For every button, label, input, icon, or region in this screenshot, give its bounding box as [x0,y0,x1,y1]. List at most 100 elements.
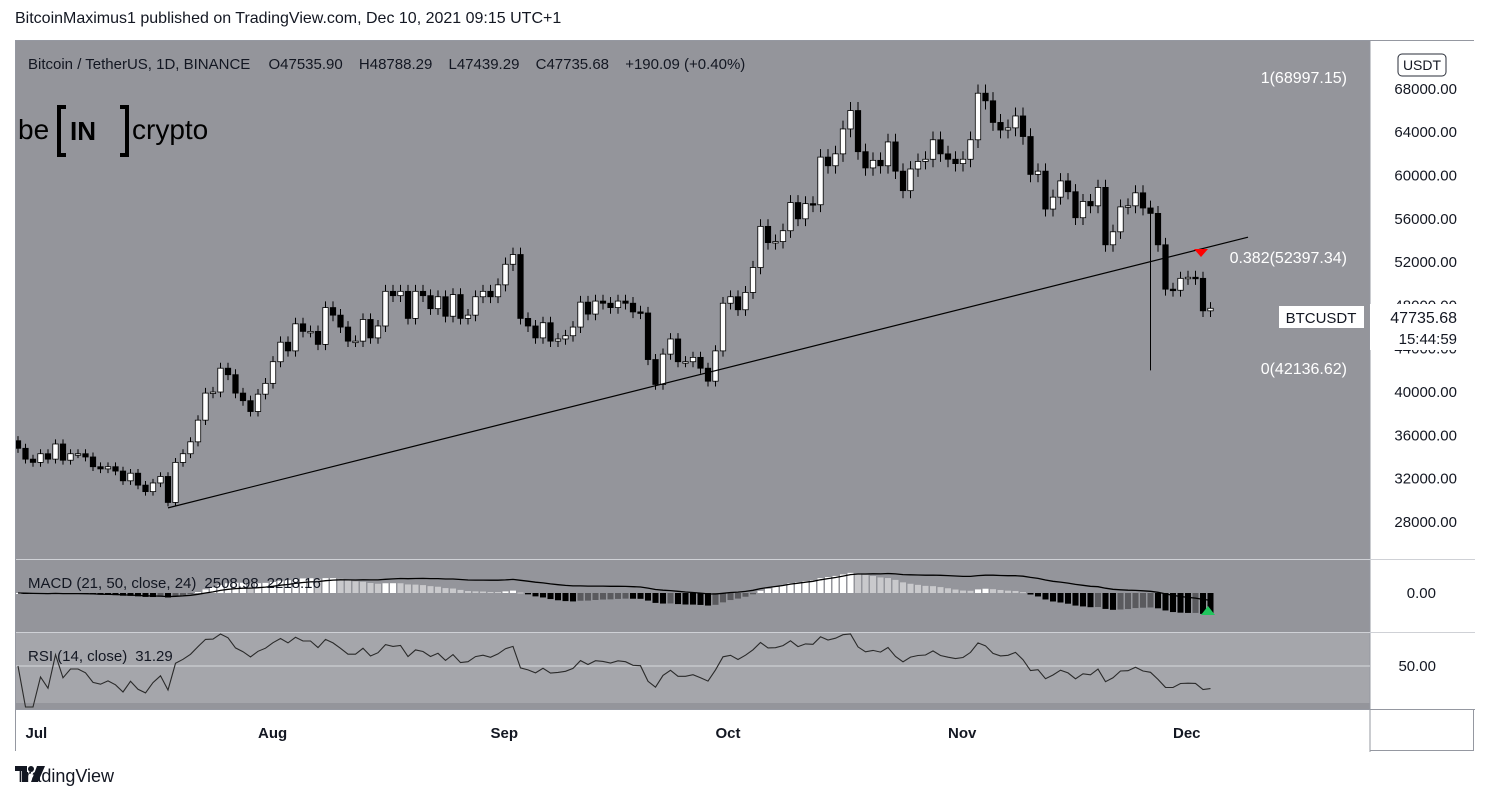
candle [502,257,509,292]
candle [412,284,419,325]
currency-badge[interactable] [1397,53,1447,77]
macd-histogram-bar [300,578,306,593]
candle [592,294,599,321]
macd-histogram-bar [1102,593,1109,609]
macd-line [17,572,1211,602]
candle [74,449,82,459]
macd-histogram-bar [1125,593,1131,610]
candle [194,415,202,447]
candle [142,481,149,496]
open-label: O [268,56,280,73]
macd-histogram-bar [757,590,764,593]
macd-histogram-bar [1072,593,1079,606]
candle [967,131,974,168]
candle [1079,193,1087,226]
macd-histogram-bar [765,588,771,593]
candle [202,387,209,426]
macd-histogram-bar [877,577,884,593]
candle [269,356,277,389]
macd-histogram-bar [517,592,524,594]
candle [29,454,37,467]
macd-histogram-bar [495,592,501,594]
candle [397,284,404,303]
macd-histogram-bar [352,581,359,593]
macd-histogram-bar [615,593,621,599]
macd-label: MACD (21, 50, close, 24) [28,575,196,592]
candle [1057,173,1064,205]
time-tick-label: Dec [1173,725,1201,742]
price-axis[interactable] [1370,41,1475,710]
candle [869,152,877,176]
macd-histogram-bar [1147,593,1154,608]
price-pane[interactable] [16,41,1370,559]
macd-histogram-bar [270,581,276,593]
chart-frame[interactable]: be IN crypto Bitcoin / TetherUS, 1D, BIN… [15,40,1475,752]
macd-histogram-bar [540,593,546,598]
macd-histogram-bar [480,591,486,593]
candle [1192,270,1199,285]
macd-histogram-bar [150,593,156,598]
candle [262,378,269,400]
beincrypto-logo: be IN crypto [18,105,208,157]
macd-histogram-bar [1117,593,1124,610]
candle [1177,271,1184,297]
macd-histogram-bar [217,584,224,593]
macd-histogram-bar [307,578,314,593]
bullish-marker-icon [1201,606,1215,615]
candle [997,114,1004,139]
candle [847,101,854,138]
candle [232,369,239,399]
macd-histogram-bar [532,593,539,597]
candle [239,387,247,406]
candle [427,289,434,315]
time-axis[interactable] [16,710,1370,752]
candle [854,101,862,160]
candle [434,290,442,315]
candle [299,317,307,338]
macd-histogram-bar [1200,593,1206,614]
macd-histogram-bar [960,590,966,593]
macd-histogram-bar [817,578,824,593]
candle [922,151,929,170]
macd-histogram-bar [982,588,989,593]
fib-level-label: 0.382(52397.34) [1230,250,1347,267]
candle [119,466,127,485]
macd-histogram-bar [142,593,149,597]
macd-histogram-bar [682,593,689,605]
macd-histogram-bar [1020,592,1026,594]
price-tick-label: 36000.00 [1394,427,1457,444]
macd-histogram-bar [382,583,389,593]
candle [277,336,284,368]
rsi-legend: RSI (14, close) 31.29 [28,648,173,665]
macd-histogram-bar [592,593,599,600]
candle [817,149,824,213]
macd-histogram-bar [585,593,591,601]
publisher-header: BitcoinMaximus1 published on TradingView… [15,10,562,27]
high-value: 48788.29 [370,56,433,73]
candle [67,449,74,465]
btcusdt-chart[interactable]: be IN crypto Bitcoin / TetherUS, 1D, BIN… [16,41,1475,752]
candle [944,145,952,168]
candle [1154,206,1162,252]
candle [547,316,554,347]
macd-histogram-bar [1042,593,1049,600]
macd-histogram-bar [600,593,606,600]
candle [704,362,712,387]
macd-histogram-bar [487,591,494,593]
macd-histogram-bar [1170,593,1176,613]
tradingview-footer[interactable]: TradingView [15,766,114,787]
candle [1124,198,1132,215]
time-tick-label: Nov [948,725,977,742]
macd-histogram-bar [1192,593,1199,613]
rsi-50-label: 50.00 [1398,658,1436,675]
macd-histogram-bar [345,580,351,593]
candle [929,131,937,168]
candle [449,288,457,323]
macd-histogram-bar [967,590,974,593]
macd-histogram-bar [772,587,779,593]
candle [899,163,907,199]
candle [209,386,217,399]
macd-histogram-bar [697,593,704,605]
macd-histogram-bar [525,593,531,595]
candle [727,290,734,310]
